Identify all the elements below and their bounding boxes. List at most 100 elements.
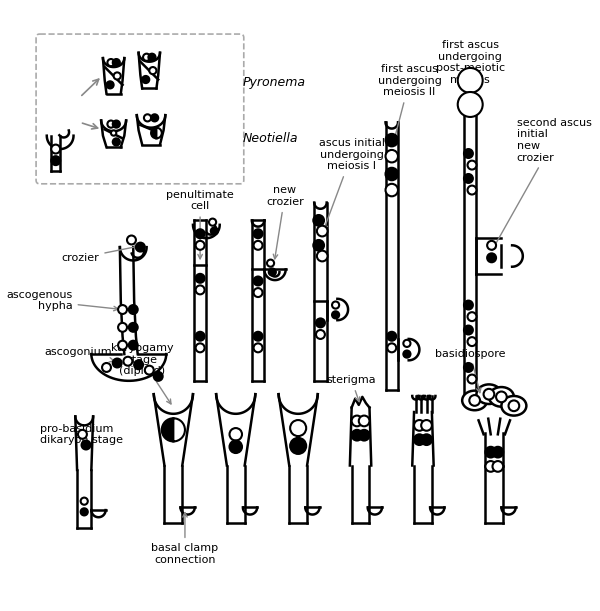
Circle shape: [151, 114, 158, 122]
Circle shape: [254, 343, 263, 353]
Circle shape: [332, 311, 339, 318]
Ellipse shape: [476, 384, 502, 404]
Circle shape: [196, 241, 205, 250]
Text: basidiospore: basidiospore: [435, 348, 505, 393]
Circle shape: [414, 434, 425, 445]
Circle shape: [82, 441, 91, 450]
Circle shape: [124, 357, 133, 365]
Circle shape: [51, 156, 60, 165]
Circle shape: [352, 415, 362, 426]
Circle shape: [144, 114, 151, 122]
Circle shape: [458, 92, 482, 117]
Circle shape: [80, 497, 88, 505]
Circle shape: [154, 372, 163, 381]
Circle shape: [127, 235, 136, 244]
Text: first ascus
undergoing
meiosis II: first ascus undergoing meiosis II: [377, 64, 442, 145]
Circle shape: [421, 420, 432, 431]
Circle shape: [78, 430, 87, 439]
Circle shape: [254, 332, 263, 341]
Circle shape: [129, 341, 138, 349]
Circle shape: [129, 305, 138, 314]
Text: ascus initial
undergoing
meiosis I: ascus initial undergoing meiosis I: [319, 138, 385, 230]
Circle shape: [414, 420, 425, 431]
Circle shape: [269, 268, 276, 276]
Circle shape: [51, 145, 60, 153]
Wedge shape: [162, 419, 173, 441]
Circle shape: [230, 441, 242, 453]
Circle shape: [421, 434, 432, 445]
Circle shape: [469, 395, 480, 406]
Ellipse shape: [489, 387, 514, 407]
Text: ascogonium: ascogonium: [44, 347, 114, 362]
Circle shape: [142, 76, 149, 83]
Circle shape: [196, 274, 205, 283]
Circle shape: [388, 343, 396, 353]
Circle shape: [102, 363, 111, 372]
Circle shape: [107, 120, 115, 128]
Circle shape: [134, 360, 143, 369]
Circle shape: [290, 420, 306, 436]
Circle shape: [484, 389, 494, 400]
Circle shape: [386, 184, 398, 196]
Circle shape: [464, 301, 473, 310]
Circle shape: [317, 225, 328, 236]
Circle shape: [464, 149, 473, 158]
Wedge shape: [173, 419, 185, 441]
Circle shape: [254, 277, 263, 285]
Circle shape: [209, 219, 216, 225]
Circle shape: [485, 461, 496, 472]
Circle shape: [352, 430, 362, 441]
Circle shape: [496, 392, 507, 402]
Circle shape: [386, 150, 398, 163]
Text: Neotiella: Neotiella: [243, 132, 298, 145]
Circle shape: [136, 243, 145, 252]
Text: ascogenous
hypha: ascogenous hypha: [7, 290, 118, 312]
Circle shape: [111, 130, 116, 136]
Circle shape: [386, 168, 398, 180]
Circle shape: [332, 301, 339, 309]
Circle shape: [464, 174, 473, 183]
Circle shape: [113, 138, 120, 145]
Circle shape: [107, 59, 115, 66]
Circle shape: [487, 241, 496, 250]
Text: second ascus
initial
new
crozier: second ascus initial new crozier: [492, 118, 592, 251]
Circle shape: [464, 363, 473, 372]
Circle shape: [313, 215, 324, 225]
Text: new
crozier: new crozier: [266, 185, 304, 259]
Circle shape: [196, 332, 205, 341]
Circle shape: [316, 330, 325, 339]
Circle shape: [509, 400, 519, 411]
Circle shape: [113, 72, 121, 79]
FancyBboxPatch shape: [36, 34, 244, 184]
Circle shape: [487, 254, 496, 262]
Circle shape: [403, 351, 410, 357]
Circle shape: [403, 340, 410, 347]
Circle shape: [118, 305, 127, 314]
Text: penultimate
cell: penultimate cell: [166, 190, 234, 259]
Wedge shape: [151, 128, 157, 138]
Ellipse shape: [462, 390, 487, 410]
Circle shape: [458, 68, 482, 93]
Circle shape: [118, 323, 127, 332]
Circle shape: [113, 120, 120, 128]
Circle shape: [196, 285, 205, 295]
Text: basal clamp
connection: basal clamp connection: [151, 513, 218, 565]
Circle shape: [467, 337, 476, 346]
Circle shape: [196, 229, 205, 238]
Text: karyogamy
stage
(diploid): karyogamy stage (diploid): [111, 343, 173, 404]
Circle shape: [145, 365, 154, 375]
Circle shape: [143, 54, 150, 61]
Circle shape: [317, 251, 328, 262]
Circle shape: [113, 359, 122, 367]
Text: pro-basidium
dikaryon stage: pro-basidium dikaryon stage: [40, 423, 122, 445]
Circle shape: [359, 430, 370, 441]
Circle shape: [118, 341, 127, 349]
Circle shape: [254, 241, 263, 250]
Circle shape: [149, 67, 157, 74]
Circle shape: [493, 447, 503, 458]
Circle shape: [230, 428, 242, 441]
Circle shape: [211, 227, 218, 235]
Circle shape: [467, 161, 476, 170]
Ellipse shape: [502, 396, 526, 415]
Circle shape: [107, 81, 113, 89]
